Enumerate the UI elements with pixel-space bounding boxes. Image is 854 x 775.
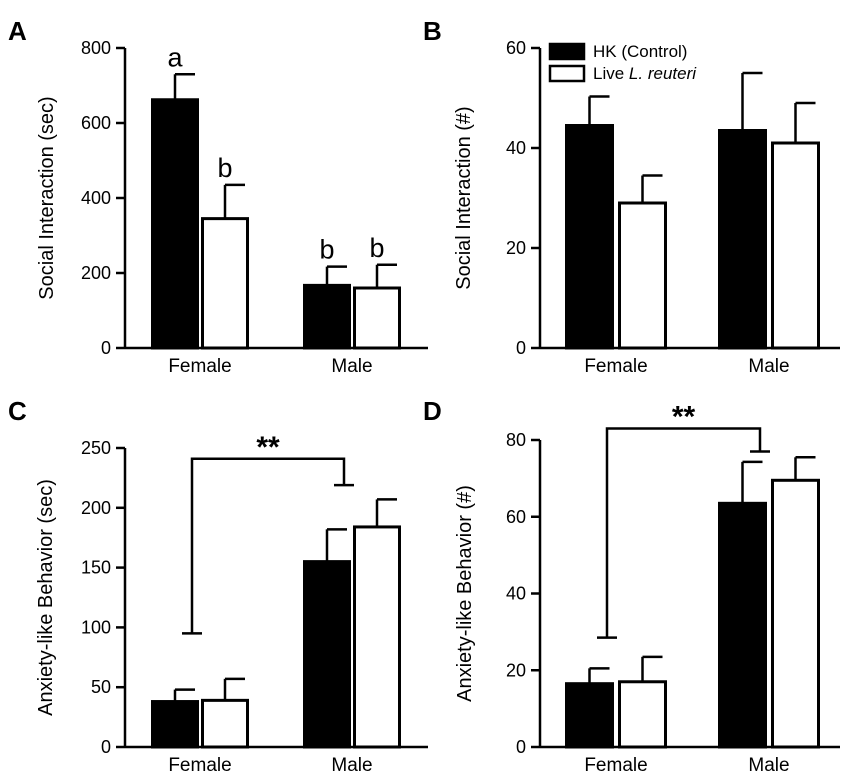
x-category-label: Female — [168, 356, 231, 377]
y-tick-label: 250 — [81, 438, 111, 458]
significance-bracket — [190, 457, 346, 634]
bar-treated-female — [618, 201, 667, 350]
bar-treated-male — [353, 525, 401, 749]
legend: HK (Control) Live L. reuteri — [548, 42, 697, 83]
bar-treated-female — [201, 217, 249, 350]
significance-letter: b — [319, 235, 334, 265]
bar-treated-male — [353, 286, 401, 350]
panel-letter: C — [8, 396, 27, 426]
y-tick-label: 40 — [506, 584, 526, 604]
bar-treated-male — [771, 141, 820, 350]
y-tick-label: 60 — [506, 507, 526, 527]
bar-control-female — [565, 124, 614, 350]
significance-stars: ** — [256, 431, 280, 464]
legend-label: HK (Control) — [593, 42, 687, 61]
x-category-label: Male — [331, 755, 372, 775]
chart-panel-d: D 0 20 40 60 80 Anxiety-like Behavior (#) Femal… — [423, 396, 840, 775]
bar-control-male — [303, 283, 351, 350]
legend-label: Live L. reuteri — [593, 64, 697, 83]
chart-panel-a: A 0 200 400 600 800 Social Interaction (sec) a b… — [8, 16, 428, 377]
bar-control-male — [303, 560, 351, 749]
legend-swatch — [548, 64, 586, 83]
chart-panel-c: C 0 50 100 150 200 250 Anxiety-like Behavior (s… — [8, 396, 428, 775]
panel-letter: B — [423, 16, 442, 46]
bar-control-male — [718, 129, 767, 350]
bar-treated-female — [201, 698, 249, 749]
y-tick-label: 600 — [81, 113, 111, 133]
y-tick-label: 200 — [81, 498, 111, 518]
x-category-label: Male — [331, 356, 372, 377]
chart-panel-b: B 0 20 40 60 Social Interaction (#) Female Male — [423, 16, 840, 377]
x-category-label: Male — [748, 755, 789, 775]
y-tick-label: 60 — [506, 38, 526, 58]
significance-letter: b — [217, 153, 232, 183]
y-tick-label: 400 — [81, 188, 111, 208]
y-tick-label: 150 — [81, 558, 111, 578]
y-tick-label: 0 — [101, 737, 111, 757]
y-axis-label: Social Interaction (#) — [453, 106, 475, 289]
y-tick-label: 20 — [506, 660, 526, 680]
y-tick-label: 100 — [81, 617, 111, 637]
y-tick-label: 0 — [516, 737, 526, 757]
y-tick-label: 20 — [506, 238, 526, 258]
x-category-label: Female — [584, 356, 647, 377]
bar-treated-female — [618, 680, 667, 749]
y-tick-label: 0 — [516, 338, 526, 358]
x-category-label: Female — [584, 755, 647, 775]
bar-treated-male — [771, 478, 820, 749]
x-category-label: Male — [748, 356, 789, 377]
significance-stars: ** — [672, 400, 696, 433]
significance-bracket — [605, 427, 762, 638]
significance-letter: b — [369, 233, 384, 263]
y-tick-label: 40 — [506, 138, 526, 158]
bar-control-female — [151, 700, 199, 749]
x-category-label: Female — [168, 755, 231, 775]
panel-letter: A — [8, 16, 27, 46]
y-tick-label: 80 — [506, 430, 526, 450]
significance-letter: a — [167, 42, 183, 72]
bar-control-female — [565, 682, 614, 749]
y-tick-label: 50 — [91, 677, 111, 697]
legend-swatch — [548, 42, 586, 61]
panel-letter: D — [423, 396, 442, 426]
y-axis-label: Anxiety-like Behavior (#) — [454, 485, 476, 702]
y-tick-label: 800 — [81, 38, 111, 58]
bar-control-female — [151, 98, 199, 350]
y-axis-label: Social Interaction (sec) — [36, 96, 58, 299]
y-tick-label: 200 — [81, 263, 111, 283]
y-axis-label: Anxiety-like Behavior (sec) — [35, 479, 57, 716]
bar-control-male — [718, 501, 767, 749]
y-tick-label: 0 — [101, 338, 111, 358]
